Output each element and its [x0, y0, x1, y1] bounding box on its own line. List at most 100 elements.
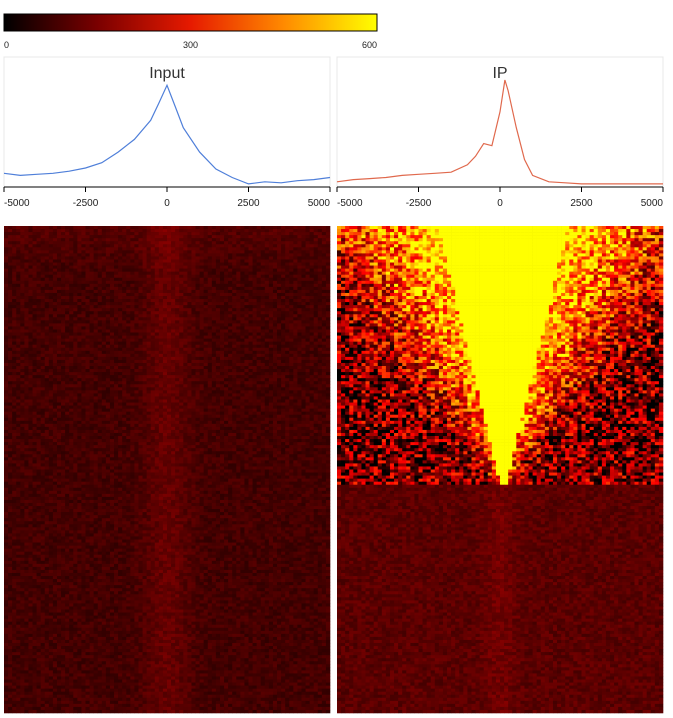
heatmap-cell	[309, 299, 315, 303]
heatmap-cell	[89, 323, 94, 327]
heatmap-cell	[24, 283, 29, 288]
heatmap-cell	[297, 353, 302, 358]
heatmap-cell	[56, 329, 62, 333]
heatmap-cell	[93, 323, 99, 327]
heatmap-cell	[44, 229, 50, 233]
heatmap-cell	[130, 353, 135, 358]
heatmap-cell	[224, 369, 229, 373]
heatmap-cell	[114, 335, 119, 339]
heatmap-cell	[32, 274, 37, 279]
heatmap-cell	[8, 311, 13, 315]
heatmap-cell	[305, 390, 310, 394]
heatmap-cell	[309, 289, 315, 294]
heatmap-cell	[16, 353, 21, 358]
heatmap-cell	[56, 320, 62, 324]
heatmap-cell	[297, 308, 302, 312]
heatmap-cell	[179, 229, 184, 233]
heatmap-cell	[317, 235, 323, 239]
heatmap-cell	[191, 362, 196, 367]
heatmap-cell	[24, 256, 29, 260]
heatmap-cell	[93, 338, 99, 342]
heatmap-cell	[118, 259, 123, 263]
heatmap-cell	[272, 332, 278, 336]
heatmap-cell	[167, 350, 172, 355]
heatmap-cell	[109, 256, 115, 260]
heatmap-cell	[122, 399, 127, 403]
heatmap-cell	[264, 359, 270, 364]
heatmap-cell	[325, 369, 331, 373]
heatmap-cell	[48, 344, 54, 349]
heatmap-cell	[256, 305, 262, 309]
heatmap-cell	[69, 372, 74, 376]
heatmap-cell	[154, 289, 160, 294]
heatmap-cell	[171, 408, 176, 412]
heatmap-cell	[313, 411, 319, 416]
heatmap-cell	[272, 402, 278, 406]
heatmap-cell	[32, 350, 37, 355]
heatmap-cell	[36, 405, 41, 409]
heatmap-cell	[16, 414, 21, 419]
heatmap-cell	[101, 408, 107, 412]
heatmap-cell	[12, 341, 17, 345]
heatmap-cell	[48, 238, 54, 242]
heatmap-cell	[122, 347, 127, 352]
heatmap-cell	[48, 235, 54, 239]
heatmap-cell	[105, 235, 111, 239]
heatmap-cell	[167, 314, 172, 318]
heatmap-cell	[224, 232, 229, 236]
heatmap-cell	[207, 262, 213, 266]
heatmap-cell	[109, 326, 115, 330]
heatmap-cell	[211, 359, 217, 364]
heatmap-cell	[175, 353, 180, 358]
heatmap-cell	[118, 253, 123, 257]
heatmap-cell	[171, 238, 176, 242]
heatmap-cell	[44, 393, 50, 397]
heatmap-cell	[16, 308, 21, 312]
heatmap-cell	[256, 265, 262, 269]
heatmap-cell	[114, 332, 119, 336]
heatmap-cell	[8, 329, 13, 333]
heatmap-cell	[89, 372, 94, 376]
heatmap-cell	[191, 277, 196, 282]
heatmap-cell	[142, 347, 147, 352]
heatmap-cell	[228, 347, 233, 352]
heatmap-cell	[126, 229, 131, 233]
heatmap-cell	[325, 265, 331, 269]
heatmap-cell	[48, 229, 54, 233]
heatmap-cell	[252, 378, 257, 382]
heatmap-cell	[244, 308, 249, 312]
heatmap-cell	[85, 265, 90, 269]
heatmap-cell	[248, 283, 253, 288]
heatmap-cell	[260, 408, 266, 412]
heatmap-cell	[77, 289, 82, 294]
heatmap-cell	[130, 366, 135, 370]
heatmap-cell	[313, 259, 319, 263]
heatmap-cell	[191, 226, 196, 230]
heatmap-cell	[277, 241, 282, 245]
heatmap-cell	[12, 292, 17, 297]
heatmap-cell	[301, 299, 306, 303]
heatmap-cell	[285, 372, 290, 376]
heatmap-cell	[252, 375, 257, 379]
heatmap-cell	[171, 289, 176, 294]
heatmap-cell	[69, 292, 74, 297]
heatmap-cell	[65, 359, 70, 364]
heatmap-cell	[264, 362, 270, 367]
heatmap-cell	[69, 347, 74, 352]
heatmap-cell	[321, 256, 327, 260]
heatmap-cell	[138, 320, 143, 324]
heatmap-cell	[130, 241, 135, 245]
heatmap-cell	[277, 244, 282, 248]
heatmap-cell	[118, 381, 123, 385]
heatmap-cell	[232, 314, 237, 318]
heatmap-cell	[183, 299, 188, 303]
heatmap-cell	[118, 350, 123, 355]
heatmap-cell	[305, 253, 310, 257]
heatmap-cell	[114, 305, 119, 309]
heatmap-cell	[40, 335, 46, 339]
heatmap-cell	[28, 292, 33, 297]
heatmap-cell	[20, 238, 25, 242]
heatmap-cell	[134, 408, 139, 412]
heatmap-cell	[97, 384, 103, 388]
heatmap-cell	[215, 329, 221, 333]
